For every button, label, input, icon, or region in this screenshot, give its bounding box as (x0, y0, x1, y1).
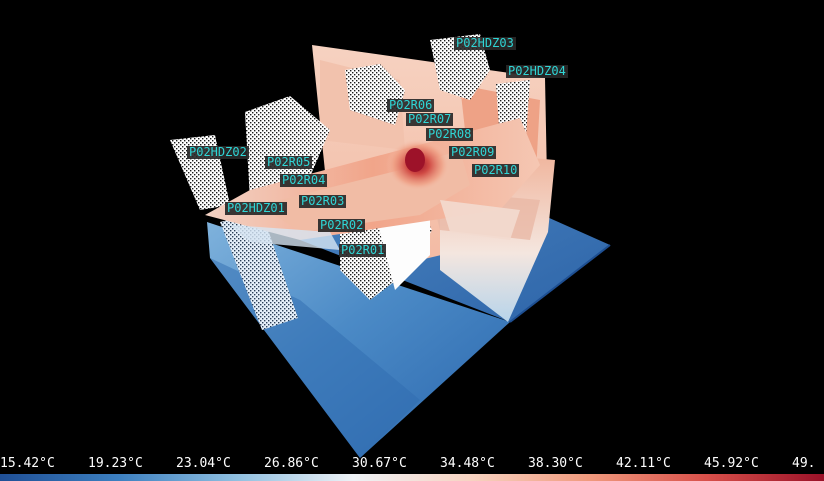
probe-label-r05[interactable]: P02R05 (265, 155, 313, 169)
scale-tick: 30.67°C (352, 456, 407, 471)
probe-label-r09[interactable]: P02R09 (449, 145, 497, 159)
color-scale-labels: 15.42°C 19.23°C 23.04°C 26.86°C 30.67°C … (0, 456, 824, 472)
probe-label-hdz01[interactable]: P02HDZ01 (225, 201, 287, 215)
scale-tick: 38.30°C (528, 456, 583, 471)
probe-label-hdz04[interactable]: P02HDZ04 (506, 64, 568, 78)
probe-label-r07[interactable]: P02R07 (406, 112, 454, 126)
probe-label-r08[interactable]: P02R08 (426, 127, 474, 141)
probe-label-hdz03[interactable]: P02HDZ03 (454, 36, 516, 50)
scale-tick: 34.48°C (440, 456, 495, 471)
probe-label-r06[interactable]: P02R06 (387, 98, 435, 112)
probe-label-r04[interactable]: P02R04 (280, 173, 328, 187)
probe-label-r10[interactable]: P02R10 (472, 163, 520, 177)
probe-label-r02[interactable]: P02R02 (318, 218, 366, 232)
scale-tick: 45.92°C (704, 456, 759, 471)
scale-tick: 23.04°C (176, 456, 231, 471)
probe-label-r01[interactable]: P02R01 (339, 243, 387, 257)
probe-label-r03[interactable]: P02R03 (299, 194, 347, 208)
scale-tick: 19.23°C (88, 456, 143, 471)
color-scale-bar (0, 474, 824, 481)
scale-tick: 42.11°C (616, 456, 671, 471)
scale-tick: 15.42°C (0, 456, 55, 471)
floor-edge (509, 244, 611, 323)
probe-label-hdz02[interactable]: P02HDZ02 (187, 145, 249, 159)
scale-tick: 49. (792, 456, 816, 471)
scale-tick: 26.86°C (264, 456, 319, 471)
